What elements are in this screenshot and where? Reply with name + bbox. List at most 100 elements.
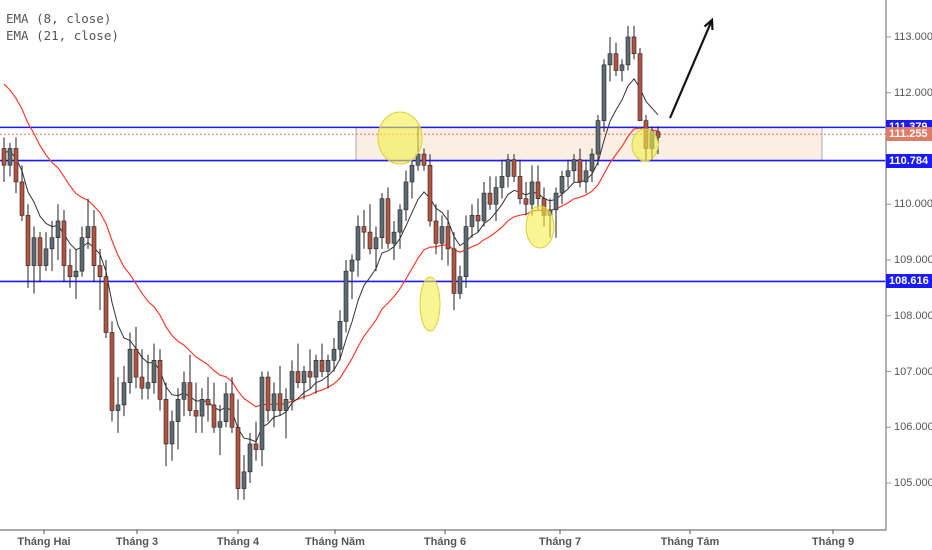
candle	[619, 64, 625, 71]
candle	[25, 215, 31, 266]
zone-rect[interactable]	[355, 126, 823, 162]
candle	[151, 360, 157, 383]
candle	[415, 153, 421, 166]
candle	[601, 64, 607, 121]
candle	[583, 170, 589, 183]
candle	[613, 53, 619, 71]
candle	[295, 371, 301, 383]
candle	[199, 399, 205, 417]
candle	[223, 393, 229, 422]
candle	[559, 176, 565, 194]
support-upper-price-tag: 110.784	[886, 153, 932, 168]
candle	[439, 226, 445, 244]
candle	[169, 421, 175, 445]
y-tick-label: 108.000	[894, 309, 932, 322]
candle	[535, 181, 541, 199]
y-tick-label: 105.000	[894, 477, 932, 489]
candle	[97, 265, 103, 278]
y-tick-label: 106.000	[894, 421, 932, 434]
candle	[265, 376, 271, 411]
candle	[187, 382, 193, 411]
candle	[109, 332, 115, 411]
candle	[637, 53, 643, 121]
highlight-ellipse[interactable]	[631, 128, 659, 162]
y-tick-label: 112.000	[894, 86, 932, 99]
candle	[469, 215, 475, 227]
candle	[631, 36, 637, 55]
candle	[403, 181, 409, 211]
y-tick-label: 107.000	[894, 365, 932, 378]
x-tick-label: Tháng 9	[811, 536, 855, 548]
candle	[193, 410, 199, 417]
candle	[571, 159, 577, 172]
candle	[577, 159, 583, 183]
x-tick-label: Tháng Tám	[660, 536, 720, 548]
horizontal-levels[interactable]	[0, 126, 886, 283]
x-tick-label: Tháng Hai	[17, 536, 71, 548]
current-price-price-tag: 111.255	[886, 127, 932, 142]
indicator-legend: EMA (8, close) EMA (21, close)	[6, 10, 119, 44]
candle	[493, 187, 499, 205]
candle	[433, 220, 439, 244]
candle	[313, 360, 319, 378]
support-lower-price-tag: 108.616	[886, 274, 932, 289]
candle	[289, 371, 295, 400]
candle	[523, 198, 529, 205]
candle	[217, 421, 223, 428]
candle	[127, 348, 133, 383]
candle	[301, 371, 307, 383]
candle	[259, 376, 265, 450]
candle	[517, 176, 523, 199]
candle	[115, 404, 121, 411]
candle	[367, 231, 373, 250]
trend-arrow[interactable]	[668, 17, 714, 119]
highlight-ellipse[interactable]	[377, 111, 423, 165]
legend-ema21[interactable]: EMA (21, close)	[6, 28, 119, 43]
candle	[277, 393, 283, 411]
x-tick-label: Tháng 4	[216, 536, 260, 548]
candle	[529, 181, 535, 205]
candle	[271, 393, 277, 411]
ema8-line	[3, 77, 659, 443]
x-tick-label: Tháng 3	[115, 536, 159, 548]
candle	[337, 321, 343, 350]
candle	[31, 237, 37, 266]
candle	[49, 237, 55, 250]
x-tick-label: Tháng 7	[538, 536, 582, 548]
arrow-head-icon	[703, 17, 714, 31]
candle	[61, 220, 67, 266]
candle	[19, 181, 25, 216]
candle	[211, 404, 217, 428]
highlight-ellipses[interactable]	[377, 111, 659, 332]
candle	[103, 276, 109, 333]
candle	[343, 270, 349, 322]
candle	[511, 159, 517, 177]
candle	[475, 215, 481, 222]
candle	[253, 443, 259, 450]
candle	[319, 360, 325, 372]
candle	[247, 443, 253, 473]
candle	[463, 226, 469, 278]
candle	[241, 471, 247, 489]
candle	[1, 148, 7, 166]
candle	[79, 237, 85, 272]
highlight-ellipse[interactable]	[525, 205, 555, 249]
legend-ema8[interactable]: EMA (8, close)	[6, 11, 112, 26]
arrow-shaft[interactable]	[668, 19, 714, 119]
x-tick-label: Tháng Năm	[305, 536, 365, 548]
axes	[0, 0, 891, 534]
highlight-ellipse[interactable]	[419, 276, 441, 332]
candle	[55, 220, 61, 239]
candle	[391, 231, 397, 244]
candle	[43, 248, 49, 266]
candle	[181, 382, 187, 400]
y-tick-label: 113.000	[894, 31, 932, 43]
candle	[607, 53, 613, 66]
candle	[355, 226, 361, 261]
candle	[121, 382, 127, 406]
candle	[91, 226, 97, 266]
candle	[163, 399, 169, 445]
candle	[481, 192, 487, 222]
candle	[565, 170, 571, 177]
